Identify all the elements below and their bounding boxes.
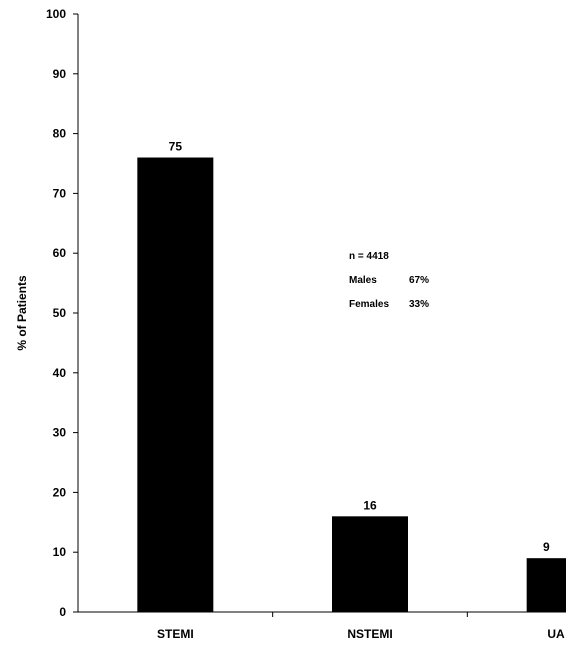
annotation-males-value: 67% xyxy=(409,275,429,286)
category-label: STEMI xyxy=(157,627,194,641)
y-tick-label: 10 xyxy=(53,545,67,559)
x-axis-ticks xyxy=(272,612,468,617)
annotation-females-value: 33% xyxy=(409,299,429,310)
bar xyxy=(526,558,566,612)
y-tick-label: 30 xyxy=(53,426,67,440)
y-axis-ticks: 0 10 20 30 40 50 60 70 80 90 100 xyxy=(46,7,78,619)
y-tick-label: 60 xyxy=(53,246,67,260)
y-tick-label: 0 xyxy=(59,605,66,619)
y-tick-label: 100 xyxy=(46,7,66,21)
data-label: 75 xyxy=(169,140,183,154)
y-tick-label: 70 xyxy=(53,186,67,200)
y-axis-label: % of Patients xyxy=(15,275,29,351)
y-tick-label: 90 xyxy=(53,67,67,81)
y-tick-label: 20 xyxy=(53,485,67,499)
bar xyxy=(332,516,408,612)
y-tick-label: 50 xyxy=(53,306,67,320)
y-tick-label: 80 xyxy=(53,127,67,141)
annotation-n: n = 4418 xyxy=(349,251,389,262)
data-labels: 75 16 9 xyxy=(169,140,550,555)
data-label: 16 xyxy=(363,498,377,512)
category-labels: STEMI NSTEMI UA xyxy=(157,627,565,641)
category-label: NSTEMI xyxy=(347,627,392,641)
bar xyxy=(137,157,214,612)
bars xyxy=(137,157,566,612)
annotation-females-label: Females xyxy=(349,299,389,310)
y-tick-label: 40 xyxy=(53,366,67,380)
category-label: UA xyxy=(547,627,565,641)
annotation-males-label: Males xyxy=(349,275,377,286)
data-label: 9 xyxy=(543,540,550,554)
